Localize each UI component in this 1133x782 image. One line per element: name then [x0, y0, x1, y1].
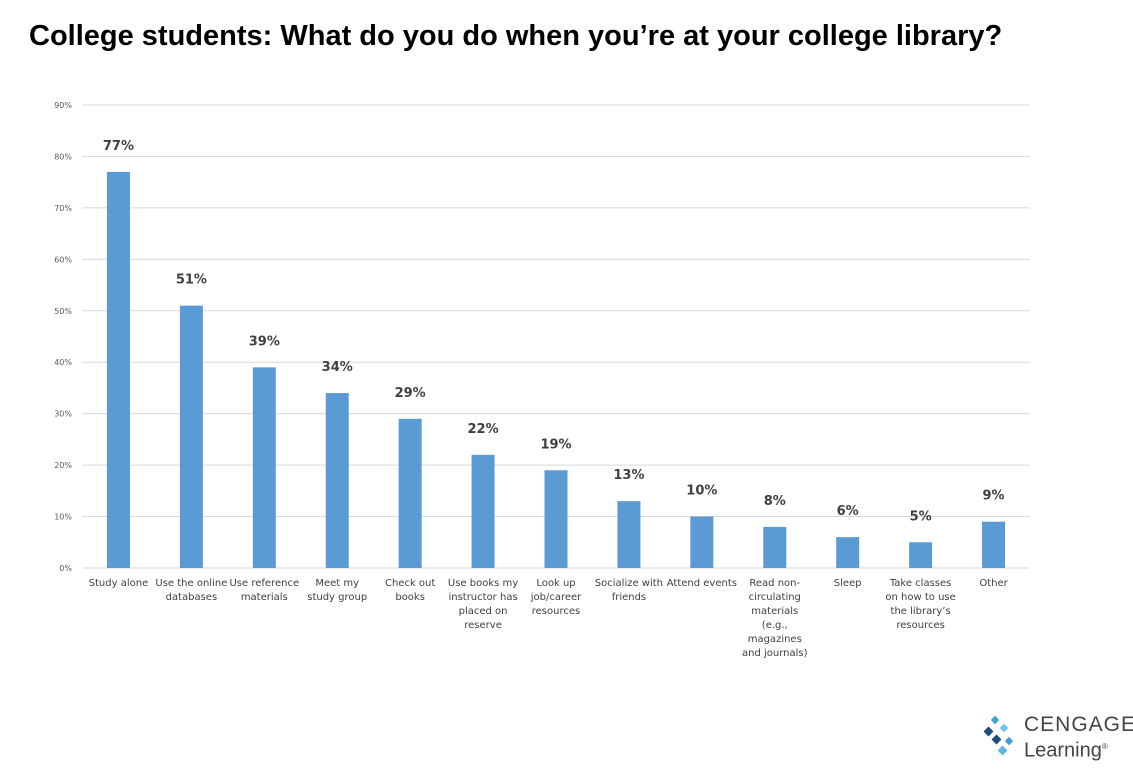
x-category-label: Study alone	[88, 578, 149, 589]
x-category-label: Sleep	[833, 578, 862, 589]
x-category-label: Look up job/career resources	[530, 578, 582, 617]
data-label: 9%	[982, 489, 1004, 504]
y-tick-label: 60%	[54, 255, 72, 264]
data-label: 39%	[249, 334, 280, 349]
logo-line2: Learning	[1024, 739, 1102, 762]
x-category-label: Other	[979, 578, 1008, 589]
data-label: 6%	[837, 504, 859, 519]
y-tick-label: 0%	[59, 564, 72, 573]
y-tick-label: 10%	[54, 513, 72, 522]
bar	[179, 305, 203, 568]
data-label: 22%	[468, 422, 499, 437]
x-category-label: Read non-circulating materials (e.g., ma…	[742, 578, 808, 659]
x-category-label: Take classes on how to use the library’s…	[885, 578, 956, 631]
x-category-label: Check out books	[384, 578, 436, 603]
data-label: 29%	[395, 386, 426, 401]
data-label: 19%	[540, 437, 571, 452]
bar	[471, 454, 495, 568]
cengage-logo-icon	[983, 715, 1014, 756]
x-category-label: Meet my study group	[307, 578, 368, 603]
x-category-label: Use reference materials	[229, 578, 300, 603]
bar	[252, 367, 276, 568]
bar	[398, 418, 422, 568]
x-category-label: Use books my instructor has placed on re…	[447, 578, 519, 631]
logo-registered-mark: ®	[1101, 742, 1108, 751]
x-category-label: Socialize with friends	[594, 578, 664, 603]
bar	[544, 470, 568, 568]
logo-text: CENGAGE Learning®	[1024, 714, 1133, 762]
page-title: College students: What do you do when yo…	[29, 20, 1003, 52]
bar	[690, 516, 714, 568]
y-tick-label: 70%	[54, 204, 72, 213]
y-tick-label: 90%	[54, 101, 72, 110]
bar	[836, 537, 860, 568]
bar	[617, 501, 641, 568]
bar	[763, 526, 787, 568]
y-tick-label: 50%	[54, 307, 72, 316]
logo-line1: CENGAGE	[1024, 713, 1133, 736]
data-label: 13%	[613, 468, 644, 483]
data-label: 77%	[103, 139, 134, 154]
bar	[909, 542, 933, 568]
x-category-label: Use the online databases	[155, 578, 228, 603]
data-label: 34%	[322, 360, 353, 375]
bar	[982, 521, 1006, 568]
data-label: 51%	[176, 273, 207, 288]
bar	[325, 393, 349, 568]
bar	[106, 171, 130, 568]
bar-chart: 0% 10% 20% 30% 40% 50% 60% 70% 80% 90% 77% 51% 39% 34…	[54, 101, 1030, 573]
data-label: 10%	[686, 484, 717, 499]
y-tick-label: 20%	[54, 461, 72, 470]
y-tick-label: 80%	[54, 152, 72, 161]
y-tick-label: 40%	[54, 358, 72, 367]
y-tick-label: 30%	[54, 410, 72, 419]
x-category-label: Attend events	[666, 578, 737, 589]
data-label: 5%	[910, 509, 932, 524]
data-label: 8%	[764, 494, 786, 509]
